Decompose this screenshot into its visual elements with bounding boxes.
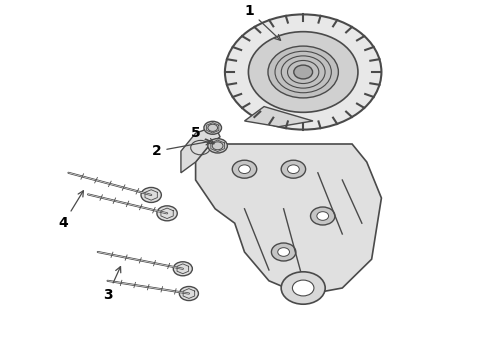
Circle shape [281, 160, 305, 178]
Text: 2: 2 [151, 139, 211, 158]
Circle shape [292, 280, 313, 296]
Circle shape [141, 188, 161, 202]
Circle shape [316, 212, 328, 220]
Circle shape [310, 207, 334, 225]
Circle shape [248, 32, 357, 112]
Polygon shape [244, 107, 312, 127]
Circle shape [224, 14, 381, 130]
Circle shape [157, 206, 177, 221]
Circle shape [277, 248, 289, 256]
Polygon shape [181, 126, 220, 173]
Circle shape [293, 65, 312, 79]
Circle shape [287, 165, 299, 174]
Text: 1: 1 [244, 4, 280, 40]
Circle shape [281, 272, 325, 304]
Circle shape [232, 160, 256, 178]
Text: 3: 3 [102, 267, 121, 302]
Circle shape [238, 165, 250, 174]
Polygon shape [195, 144, 381, 295]
Text: 4: 4 [59, 191, 83, 230]
Circle shape [203, 121, 221, 134]
Circle shape [173, 262, 192, 276]
Circle shape [179, 287, 198, 301]
Circle shape [267, 46, 338, 98]
Text: 5: 5 [190, 126, 214, 144]
Circle shape [271, 243, 295, 261]
Circle shape [207, 139, 227, 153]
